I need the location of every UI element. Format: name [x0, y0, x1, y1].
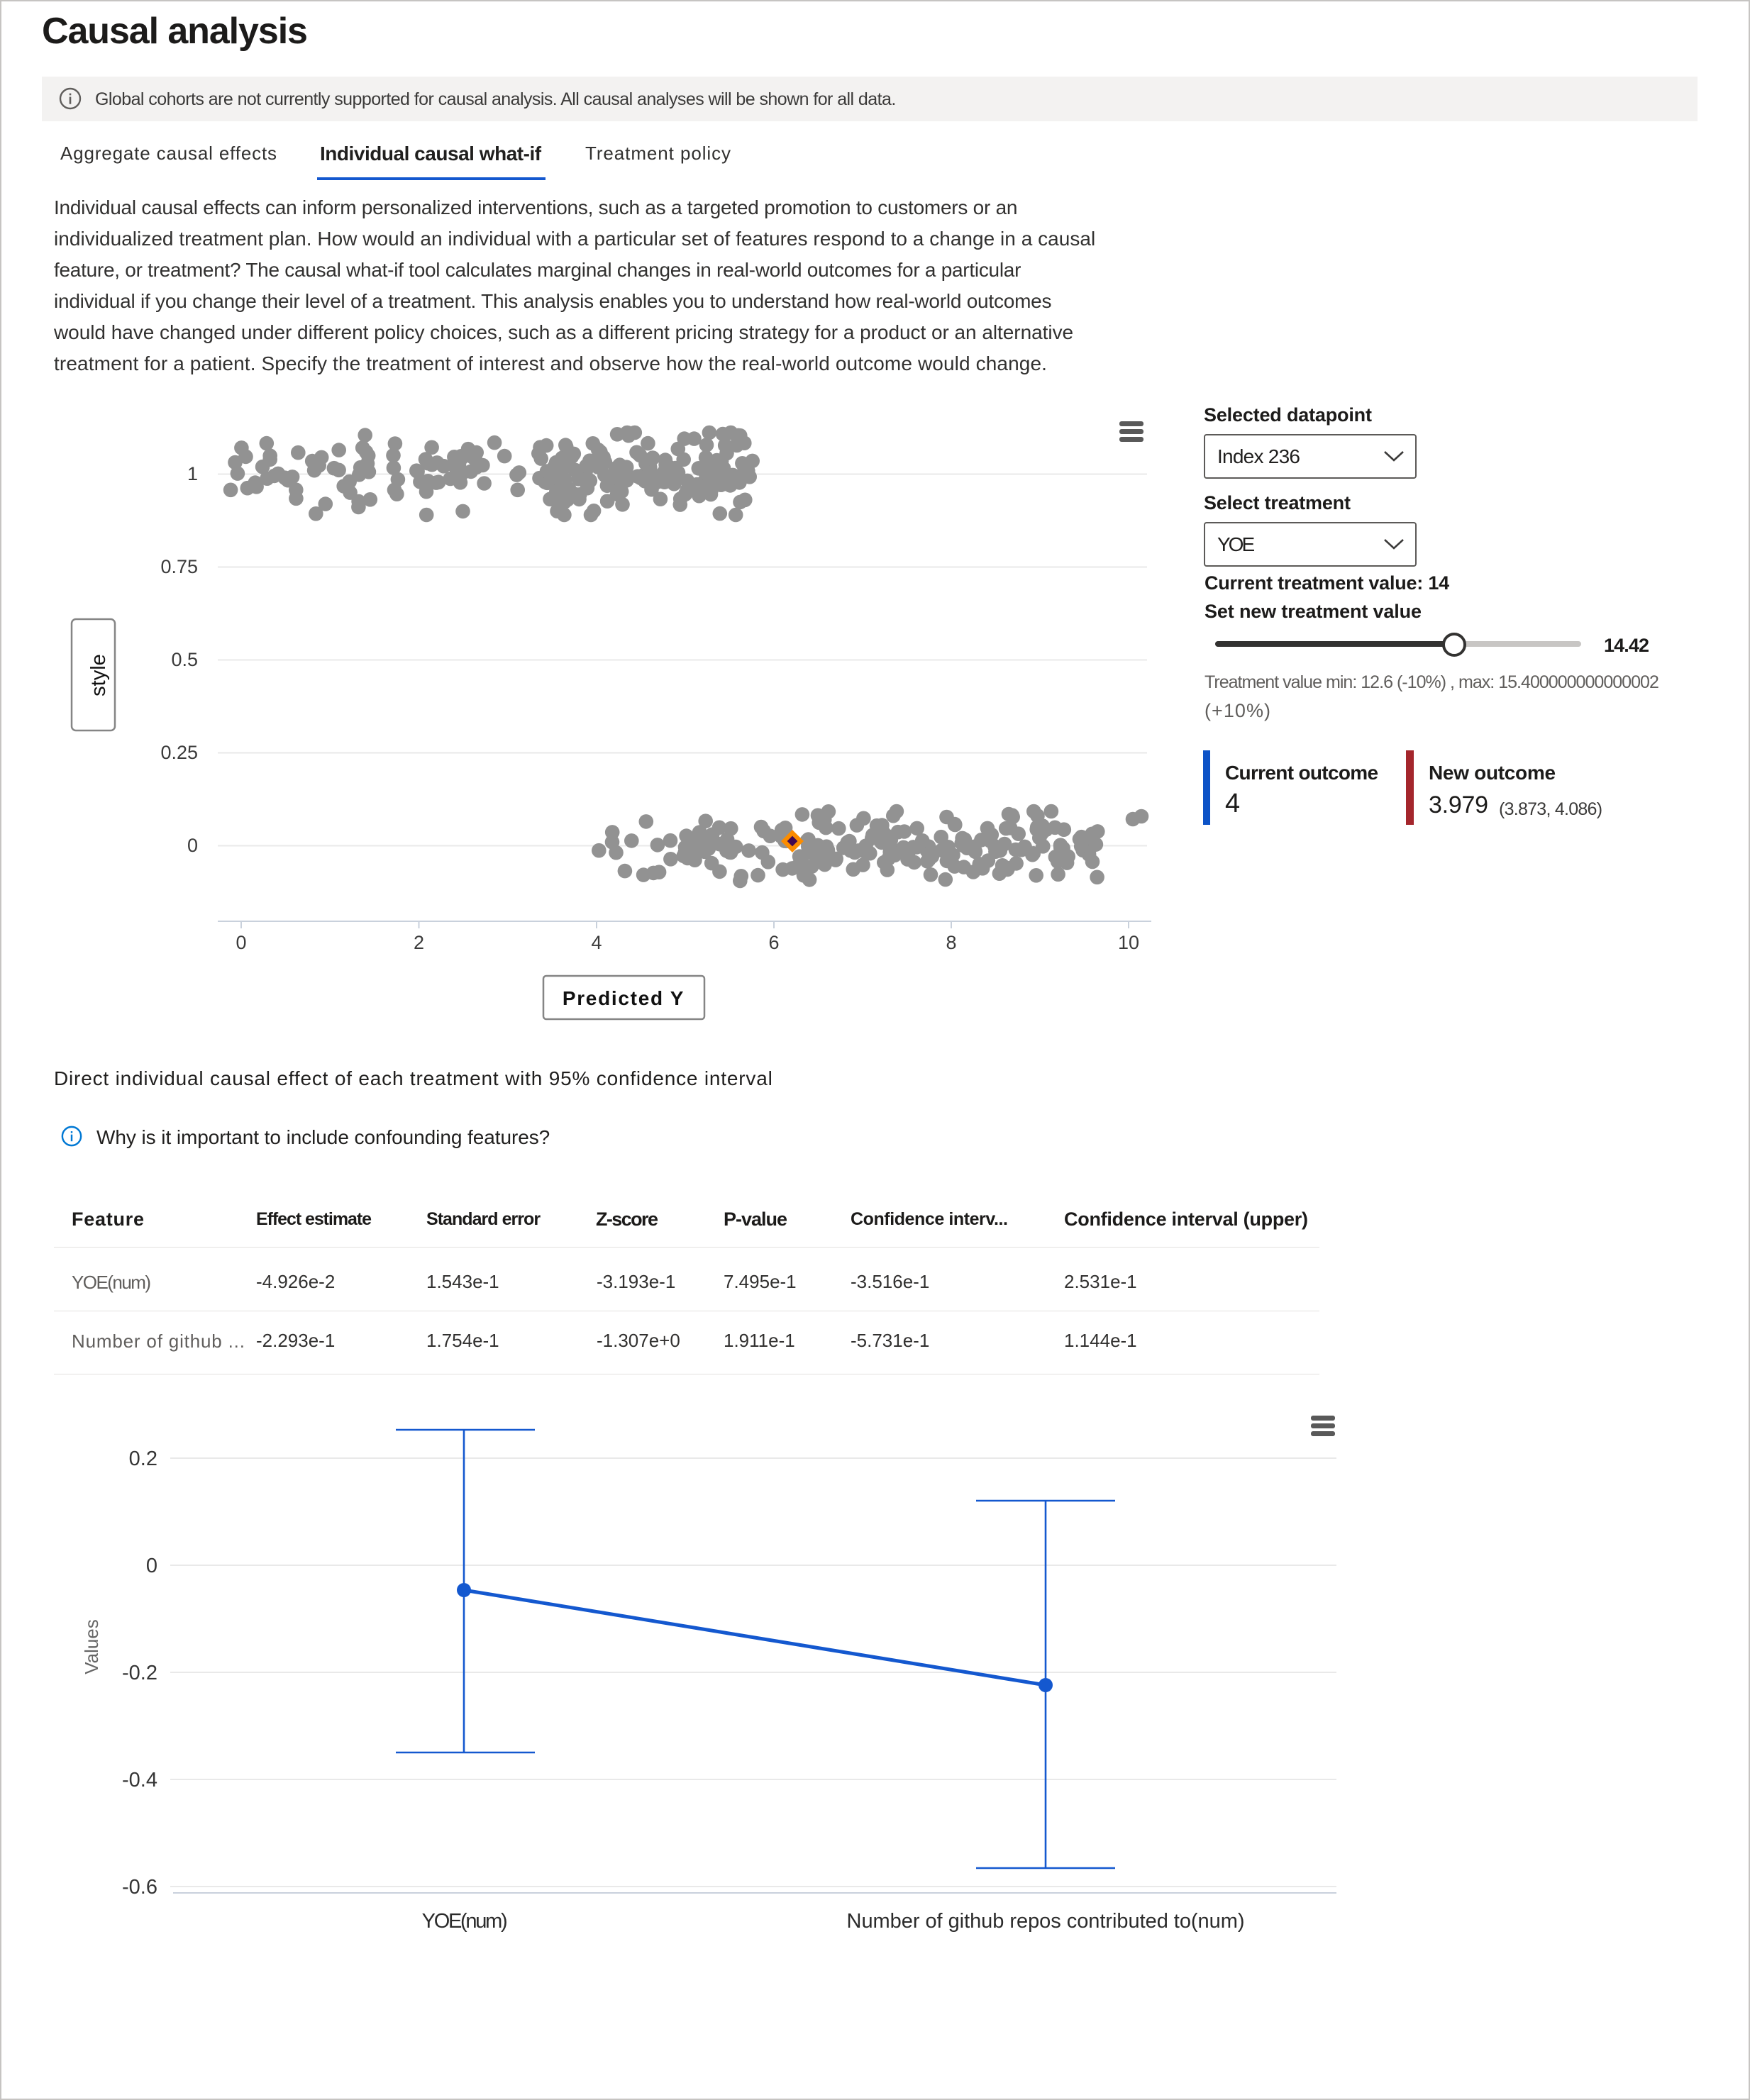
svg-text:0.75: 0.75 — [160, 556, 198, 577]
svg-text:-0.6: -0.6 — [122, 1876, 157, 1899]
svg-text:0: 0 — [146, 1555, 157, 1577]
svg-text:0.5: 0.5 — [171, 649, 198, 670]
svg-text:0.2: 0.2 — [129, 1448, 157, 1470]
svg-text:Values: Values — [81, 1619, 102, 1674]
svg-text:4: 4 — [591, 932, 602, 953]
svg-text:0: 0 — [236, 932, 246, 953]
svg-text:6: 6 — [768, 932, 779, 953]
svg-text:1: 1 — [187, 463, 198, 484]
svg-text:10: 10 — [1118, 932, 1139, 953]
svg-text:0.25: 0.25 — [160, 742, 198, 763]
svg-text:Predicted Y: Predicted Y — [563, 987, 685, 1009]
svg-text:2: 2 — [414, 932, 424, 953]
svg-text:0: 0 — [187, 835, 198, 856]
svg-text:YOE(num): YOE(num) — [422, 1910, 506, 1933]
svg-text:style: style — [87, 654, 110, 696]
svg-text:8: 8 — [946, 932, 956, 953]
svg-text:-0.4: -0.4 — [122, 1769, 157, 1791]
svg-text:Number of github repos contrib: Number of github repos contributed to(nu… — [847, 1910, 1245, 1933]
svg-text:-0.2: -0.2 — [122, 1662, 157, 1684]
